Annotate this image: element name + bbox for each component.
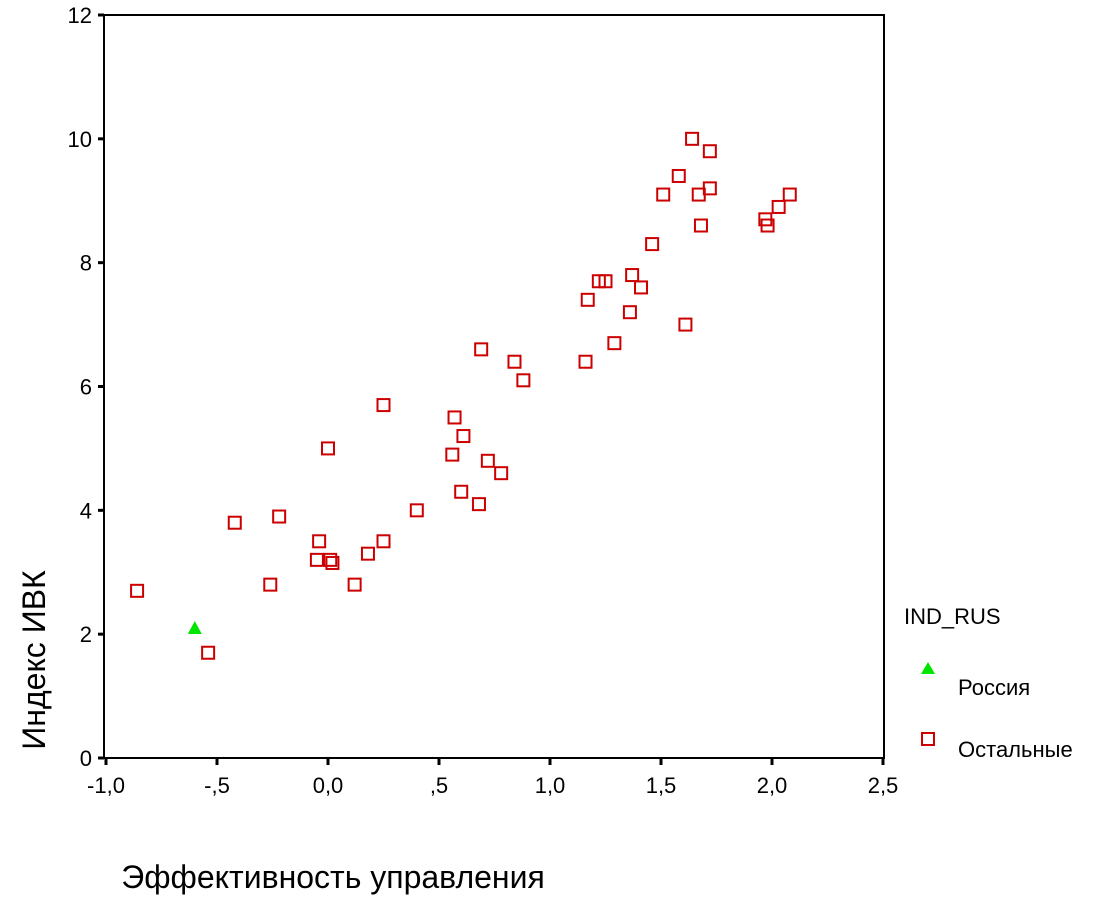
data-point-others: [312, 534, 327, 549]
legend-square-icon: [921, 732, 935, 746]
x-tick-label: 1,0: [535, 773, 566, 798]
data-point-others: [578, 354, 593, 369]
y-tick-label: 10: [68, 127, 92, 152]
legend: IND_RUS Россия Остальные: [904, 604, 1073, 762]
data-points: [130, 131, 797, 660]
data-point-others: [693, 218, 708, 233]
x-tick-label: 1,5: [646, 773, 677, 798]
x-tick-label: 2,5: [868, 773, 899, 798]
data-point-others: [702, 181, 717, 196]
plot-frame: [103, 14, 885, 759]
data-point-others: [447, 410, 462, 425]
data-point-others: [494, 466, 509, 481]
data-point-others: [376, 398, 391, 413]
data-point-others: [347, 577, 362, 592]
data-point-others: [580, 292, 595, 307]
x-tick-label: -1,0: [87, 773, 125, 798]
x-tick-label: 0,0: [313, 773, 344, 798]
data-point-others: [201, 645, 216, 660]
x-axis-title: Эффективность управления: [121, 859, 545, 895]
y-tick-label: 6: [80, 375, 92, 400]
legend-triangle-icon: [921, 662, 935, 674]
data-point-others: [409, 503, 424, 518]
legend-label-others: Остальные: [958, 737, 1073, 762]
y-tick-label: 0: [80, 746, 92, 771]
data-point-others: [507, 354, 522, 369]
data-point-others: [671, 168, 686, 183]
legend-label-russia: Россия: [958, 675, 1030, 700]
data-point-others: [325, 555, 340, 570]
y-axis: 0 2 4 6 8 10 12: [68, 3, 104, 771]
data-point-others: [272, 509, 287, 524]
data-point-others: [622, 305, 637, 320]
data-point-others: [309, 552, 324, 567]
data-point-others: [771, 199, 786, 214]
data-point-others: [685, 131, 700, 146]
data-point-russia: [187, 620, 202, 634]
data-point-others: [376, 534, 391, 549]
data-point-others: [471, 497, 486, 512]
y-axis-title: Индекс ИВК: [16, 570, 52, 750]
data-point-others: [625, 268, 640, 283]
data-point-others: [678, 317, 693, 332]
data-point-others: [360, 546, 375, 561]
x-tick-label: 2,0: [757, 773, 788, 798]
y-tick-label: 12: [68, 3, 92, 28]
data-point-others: [760, 218, 775, 233]
data-point-others: [474, 342, 489, 357]
x-axis: -1,0 -,5 0,0 ,5 1,0 1,5 2,0 2,5: [87, 758, 898, 798]
data-point-others: [516, 373, 531, 388]
y-tick-label: 4: [80, 498, 92, 523]
data-point-others: [782, 187, 797, 202]
y-tick-label: 8: [80, 251, 92, 276]
data-point-others: [227, 515, 242, 530]
data-point-others: [456, 429, 471, 444]
data-point-others: [598, 274, 613, 289]
data-point-others: [634, 280, 649, 295]
data-point-others: [607, 336, 622, 351]
data-point-others: [480, 453, 495, 468]
data-point-others: [645, 237, 660, 252]
y-tick-label: 2: [80, 622, 92, 647]
data-point-others: [321, 441, 335, 456]
x-tick-label: -,5: [204, 773, 230, 798]
data-point-others: [445, 447, 460, 462]
data-point-others: [263, 577, 278, 592]
data-point-others: [656, 187, 671, 202]
data-point-others: [130, 583, 145, 598]
data-point-others: [323, 552, 338, 567]
x-tick-label: ,5: [430, 773, 448, 798]
data-point-others: [702, 144, 717, 159]
data-point-others: [454, 484, 469, 499]
legend-title: IND_RUS: [904, 604, 1001, 629]
